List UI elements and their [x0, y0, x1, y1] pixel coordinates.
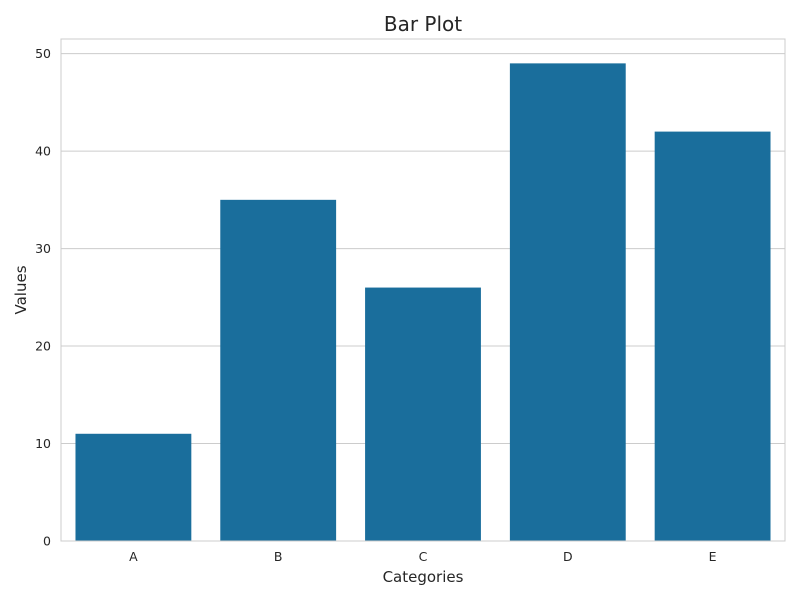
x-tick-label: D	[563, 549, 573, 564]
x-tick-label: E	[709, 549, 717, 564]
x-tick-labels: A B C D E	[129, 549, 717, 564]
x-tick-label: B	[274, 549, 283, 564]
y-tick-label: 40	[35, 144, 51, 159]
y-axis-label: Values	[12, 265, 30, 314]
chart-title: Bar Plot	[384, 12, 462, 36]
y-tick-label: 0	[43, 534, 51, 549]
y-tick-label: 10	[35, 436, 51, 451]
bar-A	[75, 433, 192, 541]
y-tick-label: 30	[35, 241, 51, 256]
plot-frame	[60, 38, 786, 542]
y-tick-labels: 0 10 20 30 40 50	[35, 46, 51, 548]
y-tick-label: 50	[35, 46, 51, 61]
x-axis-label: Categories	[383, 568, 464, 586]
bar-E	[654, 131, 771, 542]
x-tick-label: A	[129, 549, 138, 564]
bar-D	[509, 63, 626, 542]
bar-C	[365, 287, 481, 541]
bars	[75, 63, 771, 542]
bar-B	[220, 199, 337, 541]
y-tick-label: 20	[35, 339, 51, 354]
x-tick-label: C	[419, 549, 428, 564]
